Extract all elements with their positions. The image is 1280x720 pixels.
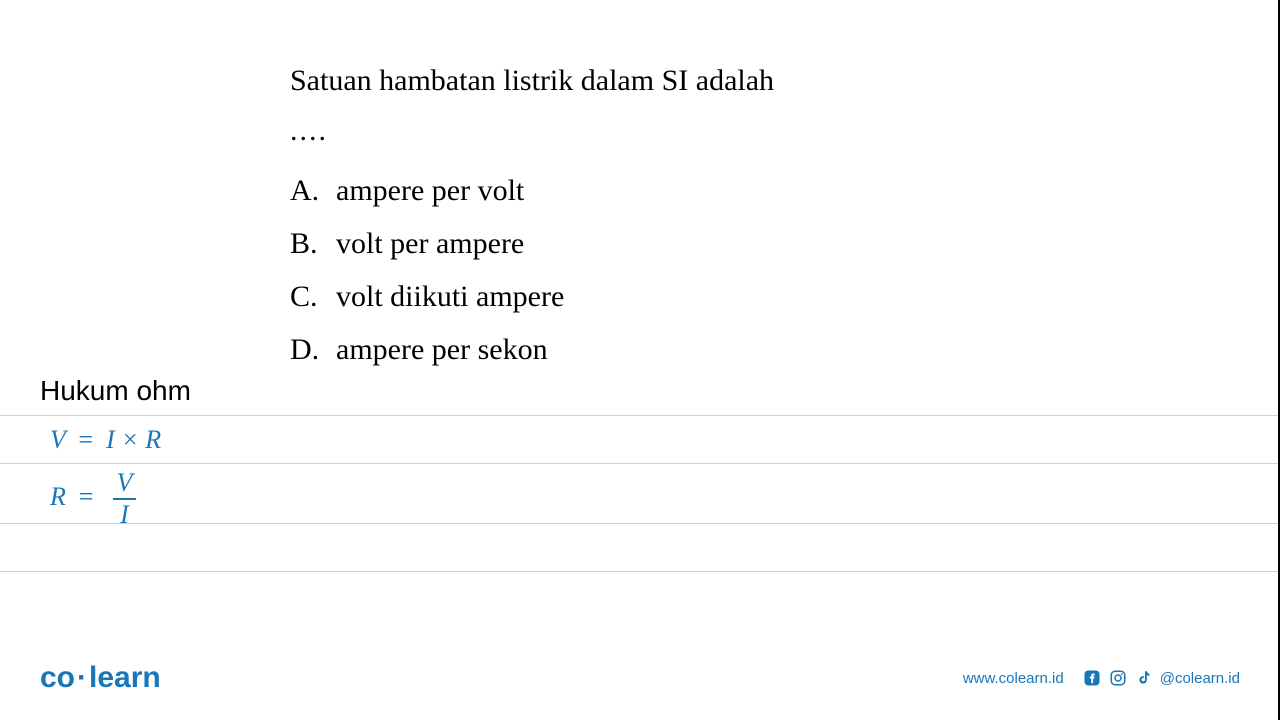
footer-right: www.colearn.id @colearn.id: [963, 668, 1240, 688]
ruled-line: R = V I: [0, 463, 1280, 523]
ruled-line: V = I × R: [0, 415, 1280, 463]
question-block: Satuan hambatan listrik dalam SI adalah …: [290, 60, 990, 380]
fraction-denominator: I: [116, 502, 133, 528]
formula1-rhs: I × R: [106, 425, 161, 454]
formula-ohm: V = I × R: [50, 425, 161, 455]
option-text: volt diikuti ampere: [336, 274, 990, 319]
work-area: Hukum ohm V = I × R R = V I: [0, 375, 1280, 619]
option-letter: C.: [290, 274, 336, 319]
question-text: Satuan hambatan listrik dalam SI adalah: [290, 60, 990, 102]
brand-logo: co·learn: [40, 661, 161, 695]
ruled-line: [0, 523, 1280, 571]
website-link: www.colearn.id: [963, 670, 1064, 687]
option-letter: D.: [290, 327, 336, 372]
ruled-line: [0, 571, 1280, 619]
formula1-lhs: V: [50, 425, 65, 454]
tiktok-icon: [1134, 668, 1154, 688]
option-letter: A.: [290, 168, 336, 213]
social-handle: @colearn.id: [1160, 670, 1240, 687]
footer: co·learn www.colearn.id @colearn.id: [0, 661, 1280, 695]
option-text: ampere per sekon: [336, 327, 990, 372]
option-d: D. ampere per sekon: [290, 327, 990, 372]
option-text: volt per ampere: [336, 221, 990, 266]
question-ellipsis: ....: [290, 114, 990, 148]
options-list: A. ampere per volt B. volt per ampere C.…: [290, 168, 990, 372]
option-a: A. ampere per volt: [290, 168, 990, 213]
formula-r: R = V I: [50, 470, 136, 528]
logo-learn: learn: [89, 661, 161, 694]
social-icons: @colearn.id: [1082, 668, 1240, 688]
work-title: Hukum ohm: [0, 375, 1280, 415]
option-b: B. volt per ampere: [290, 221, 990, 266]
option-c: C. volt diikuti ampere: [290, 274, 990, 319]
logo-co: co: [40, 661, 75, 694]
option-text: ampere per volt: [336, 168, 990, 213]
facebook-icon: [1082, 668, 1102, 688]
fraction-numerator: V: [113, 470, 137, 496]
formula2-lhs: R: [50, 482, 66, 511]
fraction: V I: [113, 470, 137, 528]
logo-dot: ·: [77, 661, 87, 694]
option-letter: B.: [290, 221, 336, 266]
instagram-icon: [1108, 668, 1128, 688]
